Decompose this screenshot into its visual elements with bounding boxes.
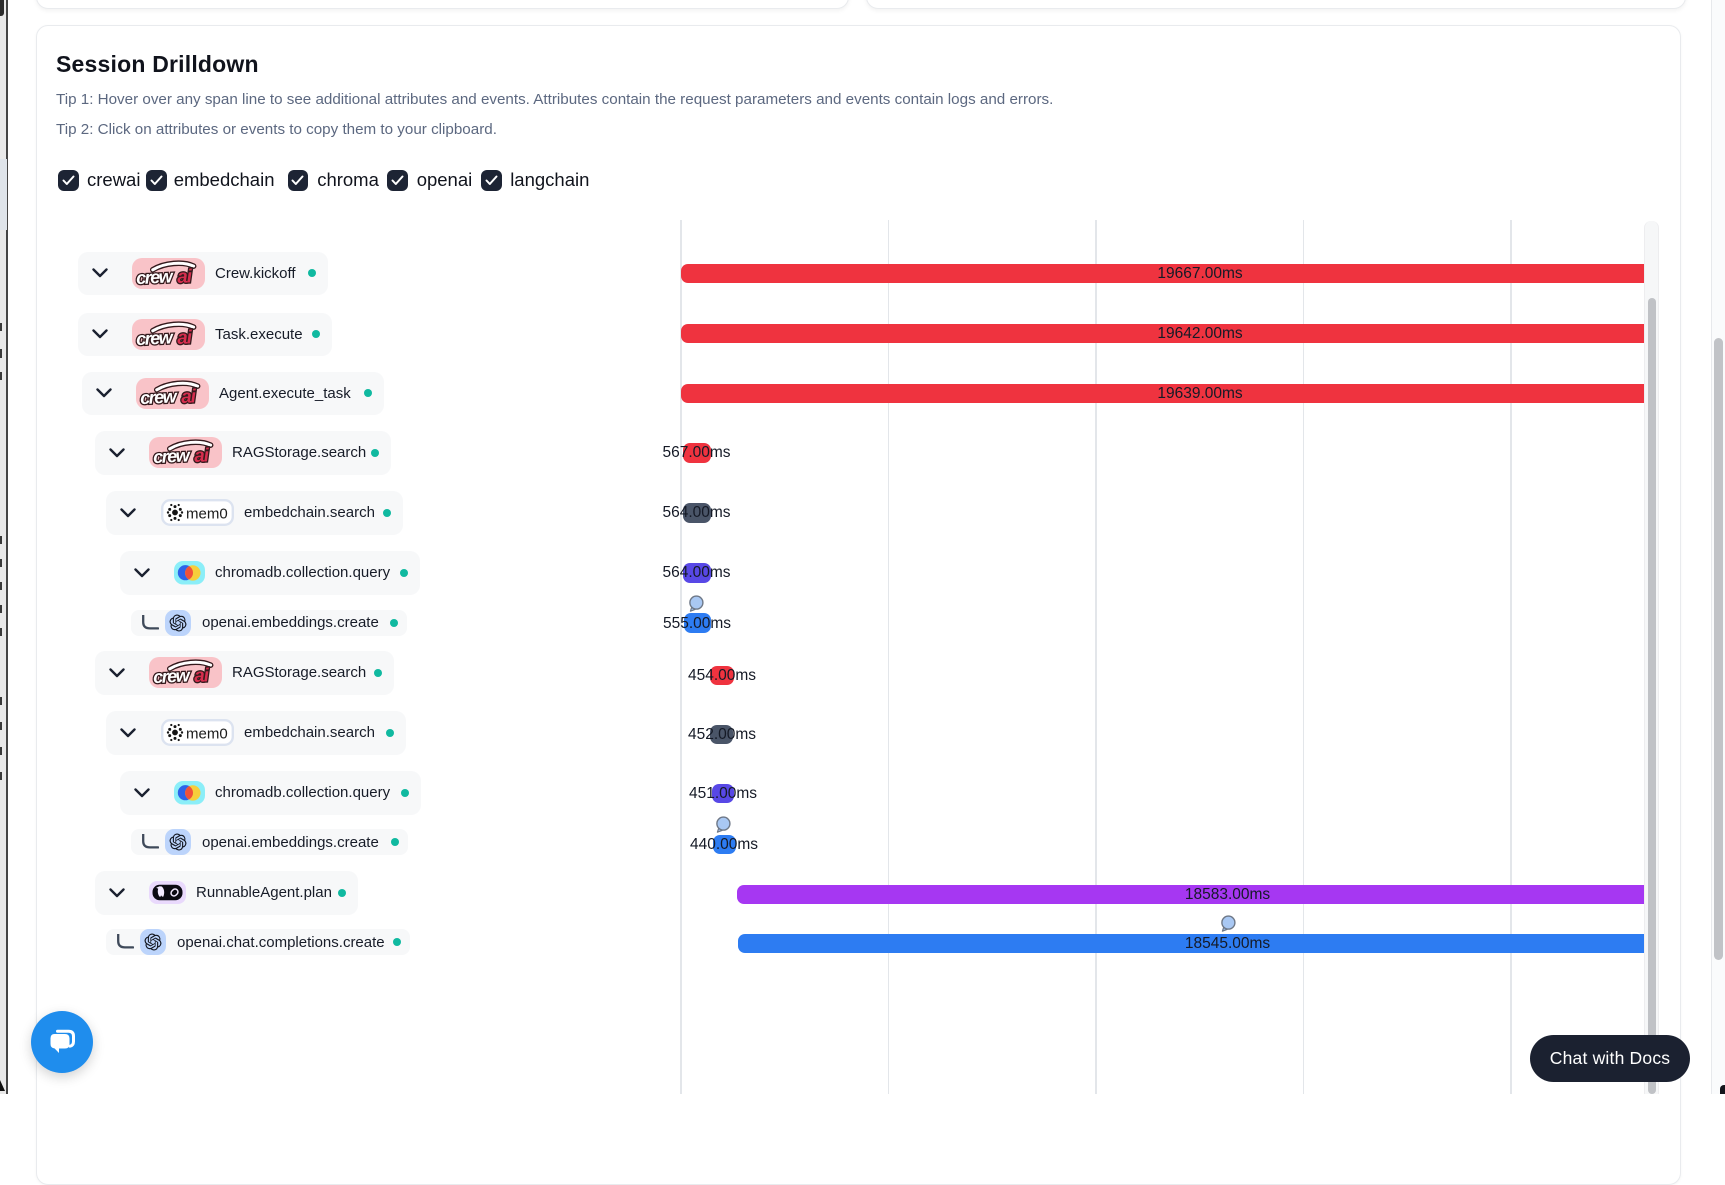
- svg-text:mem0: mem0: [186, 506, 228, 523]
- svg-text:crew: crew: [136, 327, 175, 349]
- svg-text:crew: crew: [136, 266, 175, 288]
- svg-text:mem0: mem0: [186, 726, 228, 743]
- svg-text:ai: ai: [194, 445, 211, 467]
- svg-text:ai: ai: [181, 386, 198, 408]
- svg-text:ai: ai: [177, 327, 194, 349]
- svg-text:crew: crew: [140, 386, 179, 408]
- svg-text:crew: crew: [153, 665, 192, 687]
- svg-text:ai: ai: [177, 266, 194, 288]
- svg-text:ai: ai: [194, 665, 211, 687]
- svg-text:crew: crew: [153, 445, 192, 467]
